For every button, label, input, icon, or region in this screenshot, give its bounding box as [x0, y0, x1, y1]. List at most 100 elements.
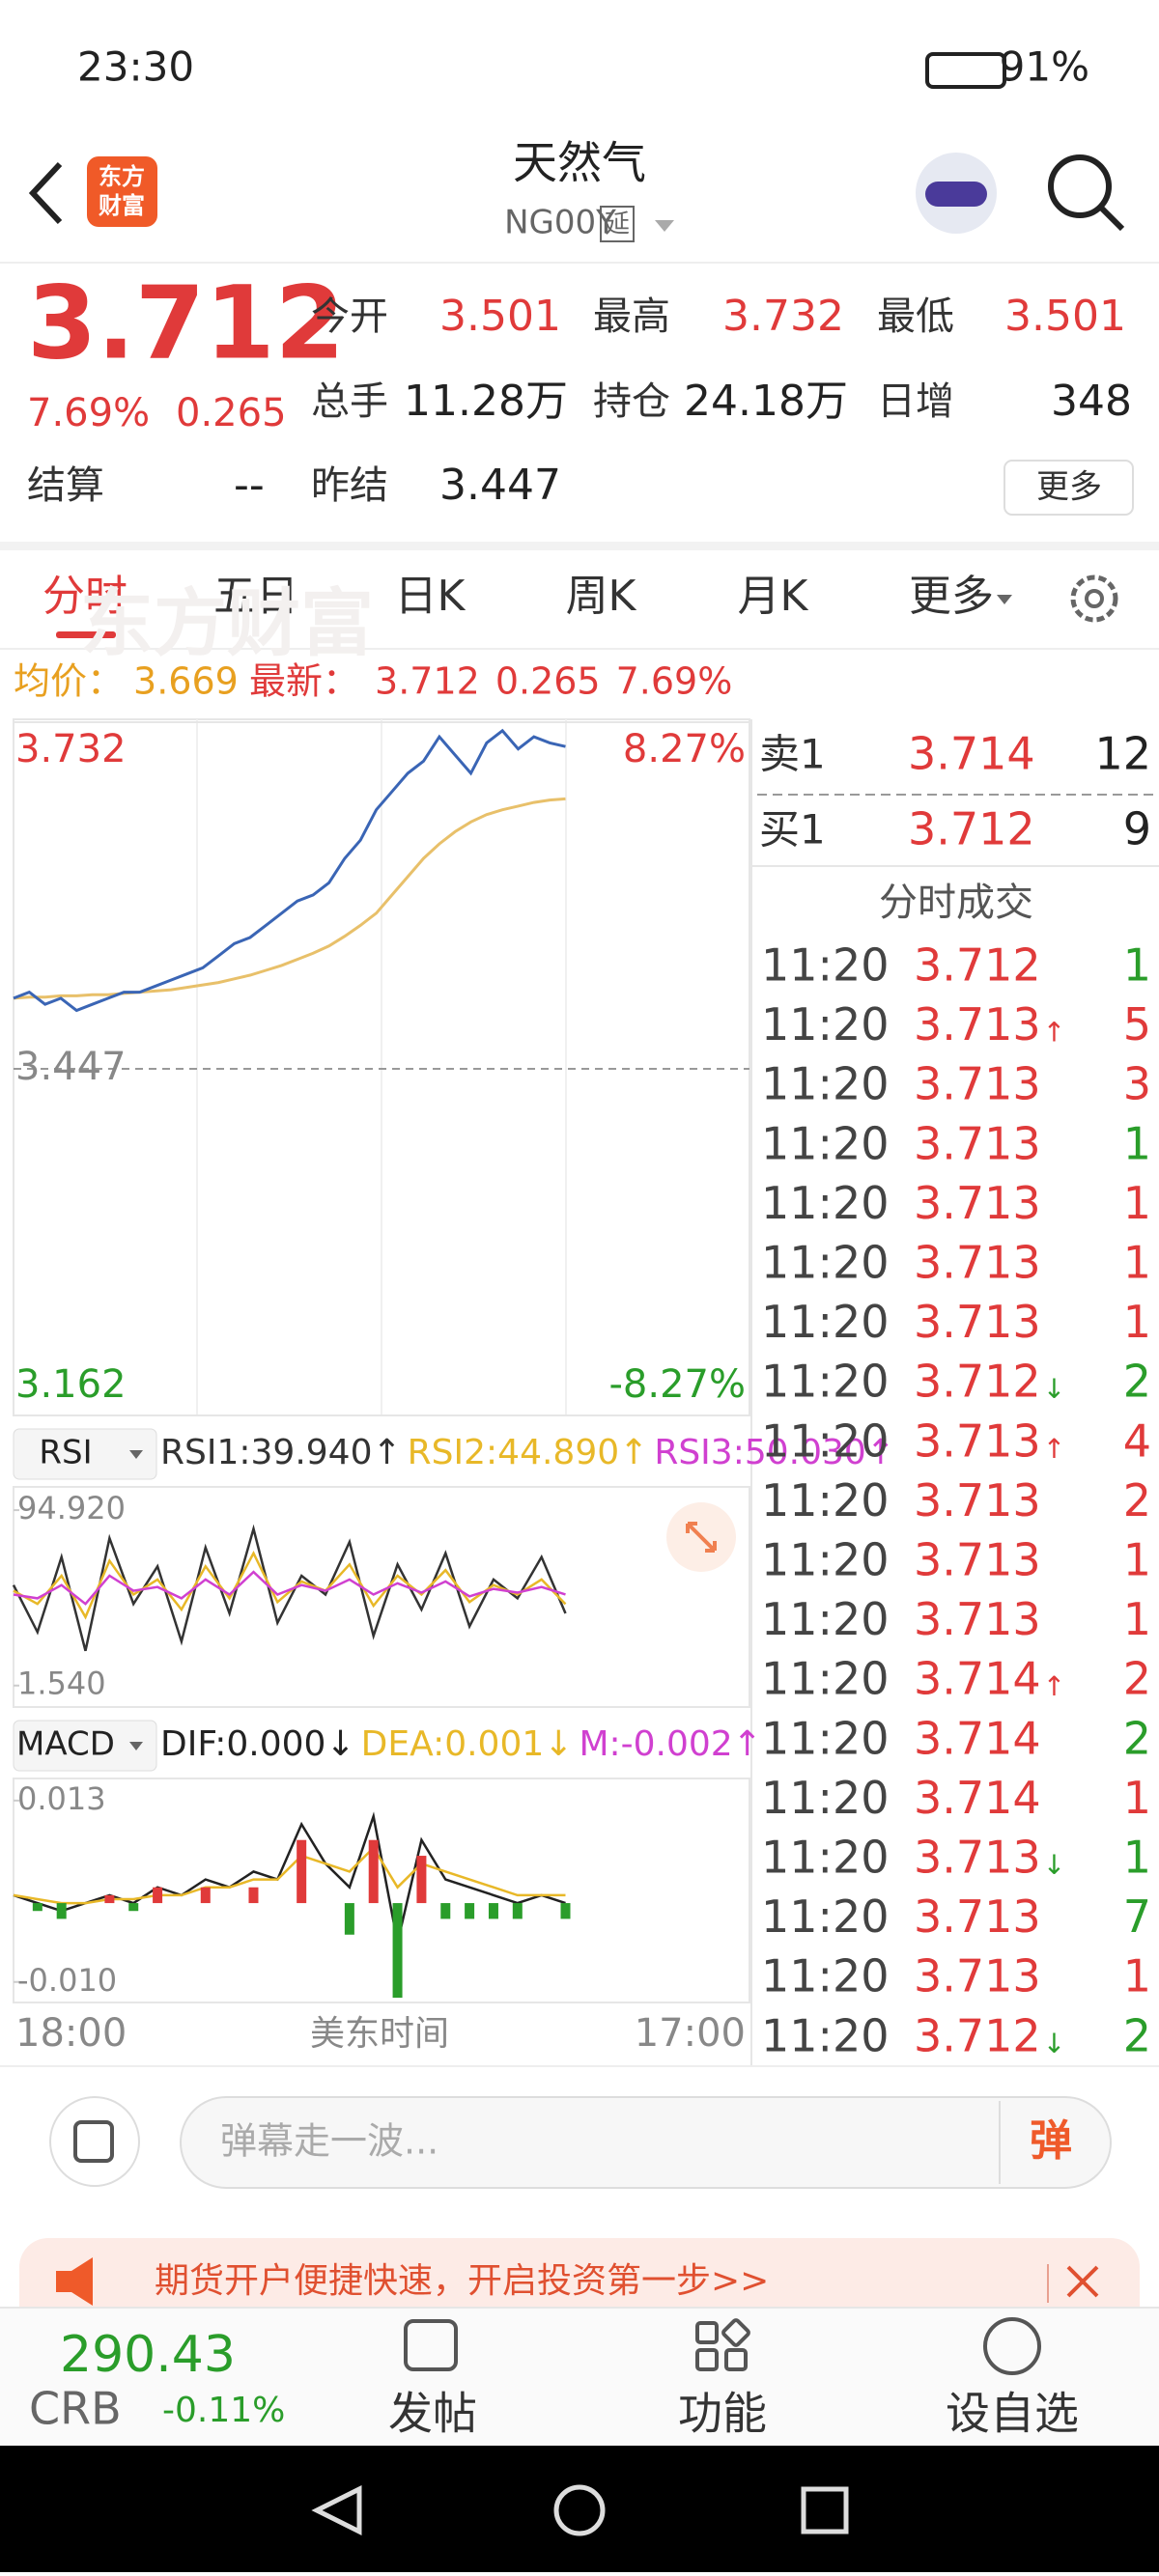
- trade-time: 11:20: [761, 1237, 890, 1289]
- trade-time: 11:20: [761, 998, 890, 1050]
- trades-title: 分时成交: [879, 881, 1033, 925]
- info-text: 均价：: [14, 660, 124, 703]
- banner-close[interactable]: [1066, 2265, 1099, 2298]
- indicator-name[interactable]: MACD: [16, 1725, 115, 1764]
- battery-level: 91%: [1000, 43, 1089, 91]
- indicator-name[interactable]: RSI: [39, 1434, 92, 1472]
- tab[interactable]: 更多: [909, 572, 994, 621]
- nav-recent[interactable]: [801, 2486, 849, 2534]
- y-tick-label: 3.162: [15, 1362, 127, 1407]
- trade-volume: 1: [1123, 1593, 1151, 1645]
- send-button[interactable]: 弹: [1030, 2116, 1072, 2166]
- nav-label[interactable]: 功能: [678, 2388, 767, 2440]
- tag: 延: [605, 210, 630, 239]
- x-title: 美东时间: [310, 2014, 449, 2054]
- trade-price: 3.713: [914, 998, 1041, 1050]
- field-label: 日增: [877, 379, 954, 424]
- x-label: 17:00: [635, 2011, 746, 2056]
- tab[interactable]: 五日: [213, 572, 298, 621]
- index-name: CRB: [29, 2383, 122, 2435]
- comment-input[interactable]: [180, 2096, 1112, 2189]
- tab[interactable]: 分时: [42, 572, 127, 621]
- change: 0.265: [176, 391, 287, 435]
- function-icon[interactable]: [695, 2318, 750, 2371]
- trade-time: 11:20: [761, 1653, 890, 1705]
- dropdown-icon: [655, 220, 674, 232]
- field-label: 今开: [311, 294, 388, 339]
- trade-volume: 1: [1123, 1832, 1151, 1884]
- trade-volume: 1: [1123, 1237, 1151, 1289]
- bottom-nav: [0, 2308, 1159, 2446]
- nav-back[interactable]: [311, 2484, 362, 2536]
- watchlist-icon[interactable]: [983, 2317, 1041, 2375]
- comment-placeholder[interactable]: 弹幕走一波...: [220, 2120, 438, 2163]
- trade-time: 11:20: [761, 1356, 890, 1408]
- clock: 23:30: [77, 43, 194, 91]
- field-label: 总手: [311, 379, 388, 424]
- trade-arrow: ↓: [1043, 1849, 1065, 1881]
- battery-icon: [925, 52, 1006, 89]
- trade-price: 3.714: [914, 1772, 1041, 1824]
- tab-underline: [56, 631, 116, 638]
- back-button[interactable]: [28, 161, 63, 225]
- field-value: 3.501: [1004, 292, 1126, 341]
- trade-volume: 2: [1123, 2009, 1151, 2061]
- trade-price: 3.713: [914, 1237, 1041, 1289]
- trade-volume: 2: [1123, 1356, 1151, 1408]
- book-label: 卖1: [759, 731, 826, 778]
- nav-label[interactable]: 设自选: [946, 2388, 1079, 2440]
- trade-time: 11:20: [761, 2009, 890, 2061]
- nav-label[interactable]: 发帖: [388, 2388, 477, 2440]
- trade-time: 11:20: [761, 1890, 890, 1943]
- legend-entry: RSI1:39.940↑: [160, 1433, 402, 1472]
- book-volume: 9: [1123, 803, 1151, 855]
- tab[interactable]: 周K: [566, 572, 637, 621]
- trade-time: 11:20: [761, 1296, 890, 1348]
- book-label: 买1: [759, 806, 826, 854]
- more-button[interactable]: [1004, 460, 1134, 516]
- search-button[interactable]: [1048, 154, 1112, 218]
- tab[interactable]: 月K: [738, 572, 809, 621]
- legend-entry: RSI2:44.890↑: [408, 1433, 649, 1472]
- post-icon[interactable]: [404, 2319, 458, 2371]
- divider: [0, 542, 1159, 550]
- trade-volume: 1: [1123, 1772, 1151, 1824]
- trade-time: 11:20: [761, 1474, 890, 1526]
- info-text: 最新：: [249, 660, 359, 703]
- trade-price: 3.713: [914, 1534, 1041, 1586]
- indicator-selector[interactable]: [13, 1428, 157, 1480]
- trade-time: 11:20: [761, 1593, 890, 1645]
- nav-home[interactable]: [553, 2484, 606, 2536]
- y-tick-label: 94.920: [17, 1490, 126, 1526]
- index-value: 290.43: [60, 2326, 236, 2384]
- legend-entry: M:-0.002↑: [579, 1724, 761, 1764]
- macd-bar: [488, 1903, 498, 1919]
- trade-price: 3.714: [914, 1712, 1041, 1764]
- field-label: 最高: [593, 294, 670, 339]
- code: NG00Y: [504, 204, 616, 242]
- field-label: 最低: [877, 294, 954, 339]
- dropdown-icon: [129, 1742, 143, 1750]
- tab[interactable]: 日K: [395, 572, 466, 621]
- rsi-line: [13, 1550, 567, 1620]
- trade-volume: 1: [1123, 1177, 1151, 1229]
- info-text: 0.265: [495, 660, 601, 703]
- comment-list-button[interactable]: [49, 2096, 140, 2187]
- avatar-visor: [925, 182, 987, 207]
- banner-text[interactable]: 期货开户便捷快速，开启投资第一步>>: [155, 2261, 769, 2301]
- price-line: [13, 728, 566, 1013]
- indicator-selector[interactable]: [13, 1720, 157, 1772]
- trade-time: 11:20: [761, 1534, 890, 1586]
- field-value: 24.18万: [684, 377, 848, 426]
- settings-button[interactable]: [1070, 574, 1118, 623]
- comment-list-icon: [73, 2120, 114, 2163]
- more-button-label[interactable]: 更多: [1036, 468, 1102, 507]
- macd-bar: [416, 1856, 427, 1904]
- field-value: 348: [1051, 377, 1132, 426]
- trade-price: 3.714: [914, 1653, 1041, 1705]
- tag-box: [600, 206, 635, 242]
- trade-price: 3.712: [914, 939, 1041, 992]
- trade-price: 3.713: [914, 1832, 1041, 1884]
- logo-text: 财富: [99, 192, 145, 219]
- trade-volume: 7: [1123, 1890, 1151, 1943]
